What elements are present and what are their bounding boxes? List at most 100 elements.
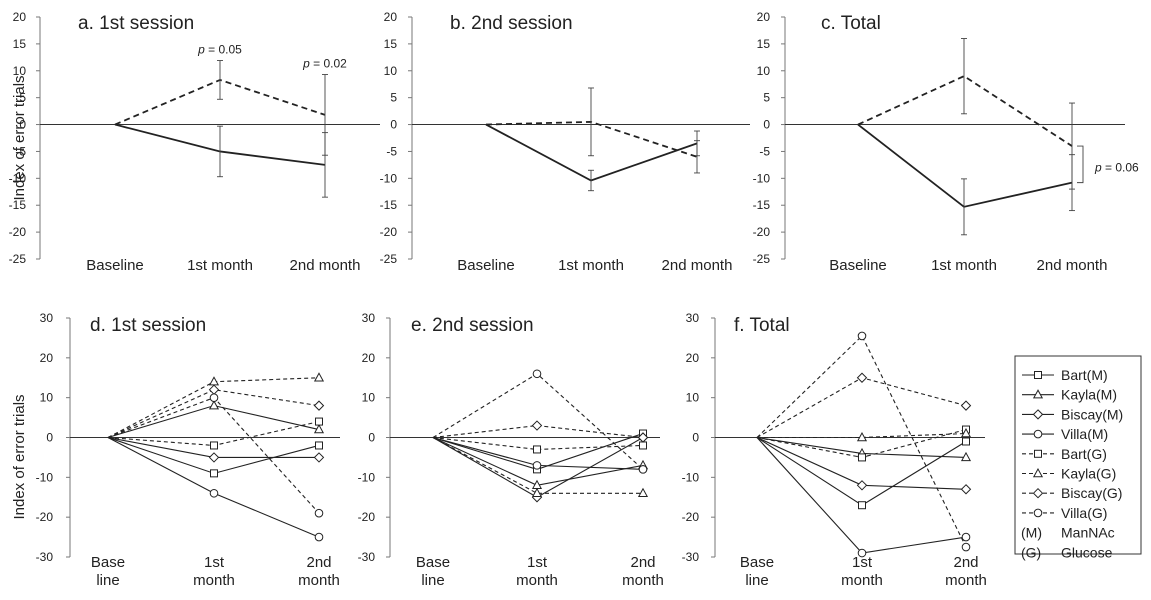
legend-label: Bart(G): [1061, 446, 1107, 462]
series-line: [756, 335, 967, 548]
series-villa-m: [107, 437, 324, 542]
point-square: [962, 437, 970, 446]
category-label: month: [516, 572, 558, 589]
series-line: [107, 389, 320, 439]
category-label: 2nd month: [290, 257, 361, 274]
y-tick-label: 5: [763, 91, 770, 105]
category-label: 1st: [852, 554, 873, 571]
point-diamond: [856, 372, 868, 383]
point-circle: [314, 508, 324, 518]
y-tick-label: 30: [40, 311, 54, 325]
legend-entry-villa-m: Villa(M): [1022, 426, 1108, 442]
y-tick-label: -10: [682, 470, 700, 484]
panel-a: a. 1st session 20 15 10 5 0 -5 -10 -15 -20 -25 Base…: [9, 10, 380, 274]
point-diamond: [960, 400, 972, 411]
category-label: 2nd: [306, 554, 331, 571]
y-tick-label: -15: [753, 198, 771, 212]
legend-marker-triangle: [1032, 467, 1044, 478]
y-tick-label: 20: [13, 10, 27, 24]
category-label: 1st month: [931, 257, 997, 274]
category-label: Baseline: [829, 257, 887, 274]
p-symbol: p: [302, 57, 310, 71]
point-triangle: [531, 487, 543, 497]
series-line: [107, 437, 320, 538]
y-tick-label: -10: [9, 171, 27, 185]
series-kayla-g: [757, 427, 972, 442]
legend-marker-circle: [1033, 508, 1043, 518]
y-tick-label: 20: [384, 10, 398, 24]
legend-marker-square: [1034, 371, 1042, 379]
point-diamond: [208, 452, 220, 463]
legend-note-text: Glucose: [1061, 544, 1113, 560]
series-glucose: [114, 60, 328, 156]
y-tick-label: 0: [46, 431, 53, 445]
y-tick-label: 10: [40, 391, 54, 405]
legend-marker-square: [1034, 449, 1042, 458]
legend-marker-circle: [1033, 429, 1043, 439]
point-circle: [961, 542, 971, 552]
category-label: month: [841, 572, 883, 589]
point-square: [210, 441, 218, 450]
p-value-annotation: p = 0.06: [1094, 161, 1139, 175]
p-symbol: p: [1094, 161, 1102, 175]
series-biscay-g: [432, 420, 649, 443]
chart-panels: a. 1st session 20 15 10 5 0 -5 -10 -15 -20 -25 Base…: [9, 10, 1139, 589]
point-square: [533, 445, 541, 454]
legend: Bart(M) Kayla(M) Biscay(M) Villa(M) Bart(G) K…: [1014, 355, 1142, 560]
y-tick-label: 15: [757, 37, 771, 51]
y-tick-label: -5: [386, 144, 397, 158]
y-tick-label: -20: [380, 225, 398, 239]
y-tick-label: -10: [36, 470, 54, 484]
y-tick-label: -20: [9, 225, 27, 239]
point-circle: [638, 465, 648, 474]
y-tick-label: -5: [759, 144, 770, 158]
category-label: line: [421, 572, 444, 589]
category-label: 1st: [204, 554, 225, 571]
legend-label: Kayla(G): [1061, 466, 1116, 482]
point-circle: [961, 532, 971, 542]
legend-entry-biscay-g: Biscay(G): [1022, 485, 1122, 501]
category-label: month: [945, 572, 987, 589]
point-square: [639, 441, 647, 450]
point-square: [210, 469, 218, 478]
panel-title: e. 2nd session: [411, 315, 534, 336]
y-tick-label: 0: [390, 118, 397, 132]
panel-c: c. Total 20 15 10 5 0 -5 -10 -15 -20 -25 Baseline 1s…: [753, 10, 1139, 274]
point-square: [315, 417, 323, 426]
y-tick-label: 5: [390, 91, 397, 105]
category-label: 1st: [527, 554, 548, 571]
point-circle: [314, 532, 324, 542]
point-circle: [857, 548, 867, 558]
p-value: = 0.05: [205, 43, 242, 57]
y-tick-label: -20: [682, 510, 700, 524]
series-villa-g: [756, 331, 971, 552]
series-bart-m: [107, 436, 323, 478]
series-kayla-g: [432, 437, 649, 497]
point-triangle: [856, 431, 868, 442]
point-diamond: [208, 384, 220, 395]
legend-entry-kayla-g: Kayla(G): [1022, 466, 1116, 482]
legend-note-mannac: (M) ManNAc: [1021, 525, 1115, 541]
panel-title: a. 1st session: [78, 13, 194, 34]
y-tick-label: 10: [362, 391, 376, 405]
point-diamond: [313, 400, 325, 411]
series-line: [485, 120, 698, 158]
y-tick-label: 30: [362, 311, 376, 325]
category-label: Base: [740, 554, 774, 571]
category-label: Baseline: [86, 257, 144, 274]
series-line: [485, 123, 698, 182]
point-triangle: [637, 487, 649, 497]
series-biscay-m: [107, 436, 325, 463]
series-bart-g: [432, 436, 647, 454]
legend-marker-diamond: [1032, 487, 1044, 499]
point-square: [858, 501, 866, 510]
y-tick-label: -10: [358, 470, 376, 484]
series-line: [432, 436, 644, 451]
legend-marker-diamond: [1032, 409, 1044, 420]
series-villa-g: [432, 369, 648, 474]
y-tick-label: 20: [686, 351, 700, 365]
p-value: = 0.02: [310, 57, 347, 71]
legend-entry-kayla-m: Kayla(M): [1022, 387, 1117, 403]
category-label: Base: [416, 554, 450, 571]
